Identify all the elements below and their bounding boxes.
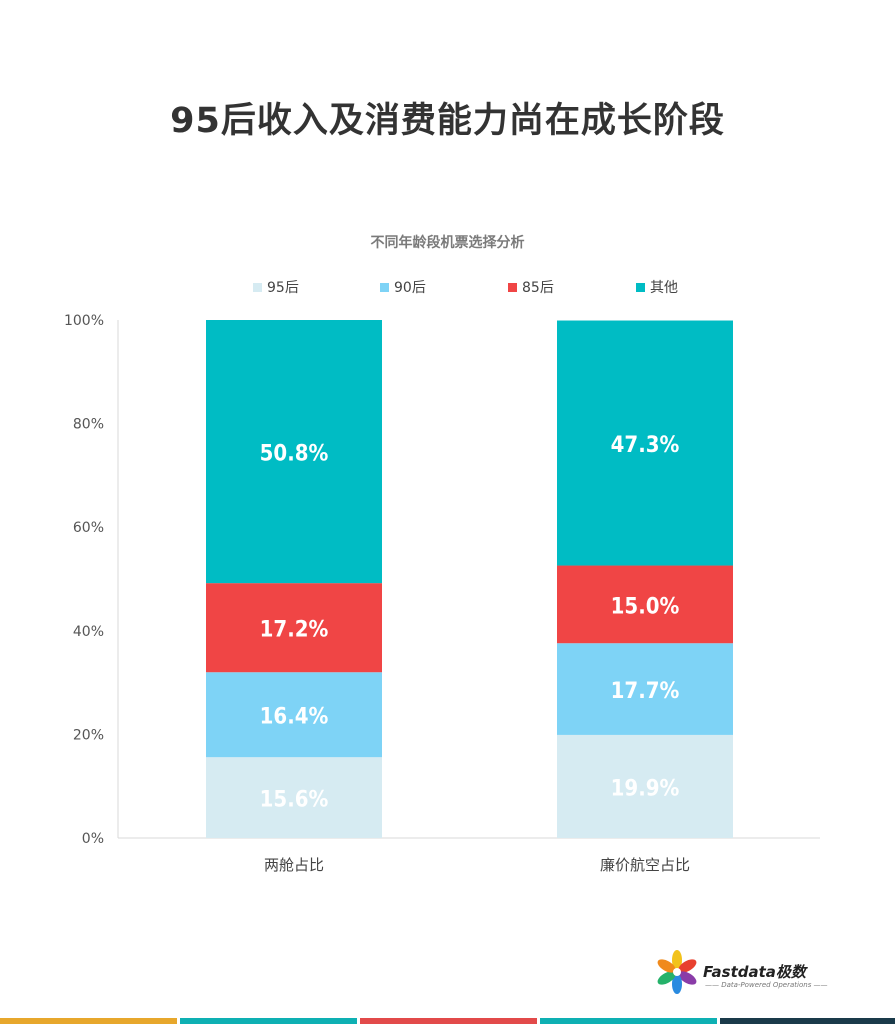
bar-segment — [557, 643, 733, 735]
data-label: 17.7% — [611, 679, 680, 704]
footer-segment — [360, 1018, 537, 1024]
bar-segment — [557, 320, 733, 566]
data-label: 15.0% — [611, 594, 680, 619]
bar-segment — [557, 734, 733, 838]
bar-segment — [206, 583, 382, 673]
data-label: 17.2% — [260, 618, 329, 643]
footer-color-bar — [0, 1018, 895, 1024]
data-label: 19.9% — [611, 776, 680, 801]
legend-label: 95后 — [267, 280, 299, 296]
footer-segment — [540, 1018, 717, 1024]
legend-swatch — [636, 283, 645, 292]
data-label: 16.4% — [260, 705, 329, 730]
x-category-label: 两舱占比 — [264, 856, 324, 874]
data-label: 50.8% — [260, 442, 329, 467]
bar-segment — [206, 757, 382, 838]
y-tick-label: 0% — [82, 831, 104, 847]
logo-tagline: —— Data-Powered Operations —— — [705, 981, 828, 989]
y-tick-label: 20% — [73, 727, 104, 743]
legend-label: 90后 — [394, 280, 426, 296]
x-category-label: 廉价航空占比 — [600, 856, 690, 874]
page-title: 95后收入及消费能力尚在成长阶段 — [170, 101, 725, 141]
fastdata-logo: Fastdata极数 —— Data-Powered Operations —— — [655, 950, 845, 1000]
y-tick-label: 100% — [64, 313, 104, 329]
y-tick-label: 80% — [73, 417, 104, 433]
chart-title: 不同年龄段机票选择分析 — [370, 235, 525, 251]
y-tick-label: 40% — [73, 624, 104, 640]
legend-label: 85后 — [522, 280, 554, 296]
footer-segment — [720, 1018, 895, 1024]
footer-segment — [180, 1018, 357, 1024]
legend-label: 其他 — [650, 280, 678, 296]
bar-segment — [206, 672, 382, 758]
data-label: 47.3% — [611, 433, 680, 458]
legend-swatch — [508, 283, 517, 292]
bar-segment — [557, 565, 733, 644]
y-tick-label: 60% — [73, 520, 104, 536]
logo-name: Fastdata极数 — [703, 963, 806, 981]
footer-segment — [0, 1018, 177, 1024]
stacked-bar-chart: 0% 20% 40% 60% 80% 100% 95后 90后 85后 其他 15.6% 16.4% 1… — [64, 280, 820, 874]
flower-logo-icon — [657, 950, 697, 994]
bar-segment — [206, 320, 382, 584]
legend-swatch — [380, 283, 389, 292]
legend-swatch — [253, 283, 262, 292]
data-label: 15.6% — [260, 788, 329, 813]
